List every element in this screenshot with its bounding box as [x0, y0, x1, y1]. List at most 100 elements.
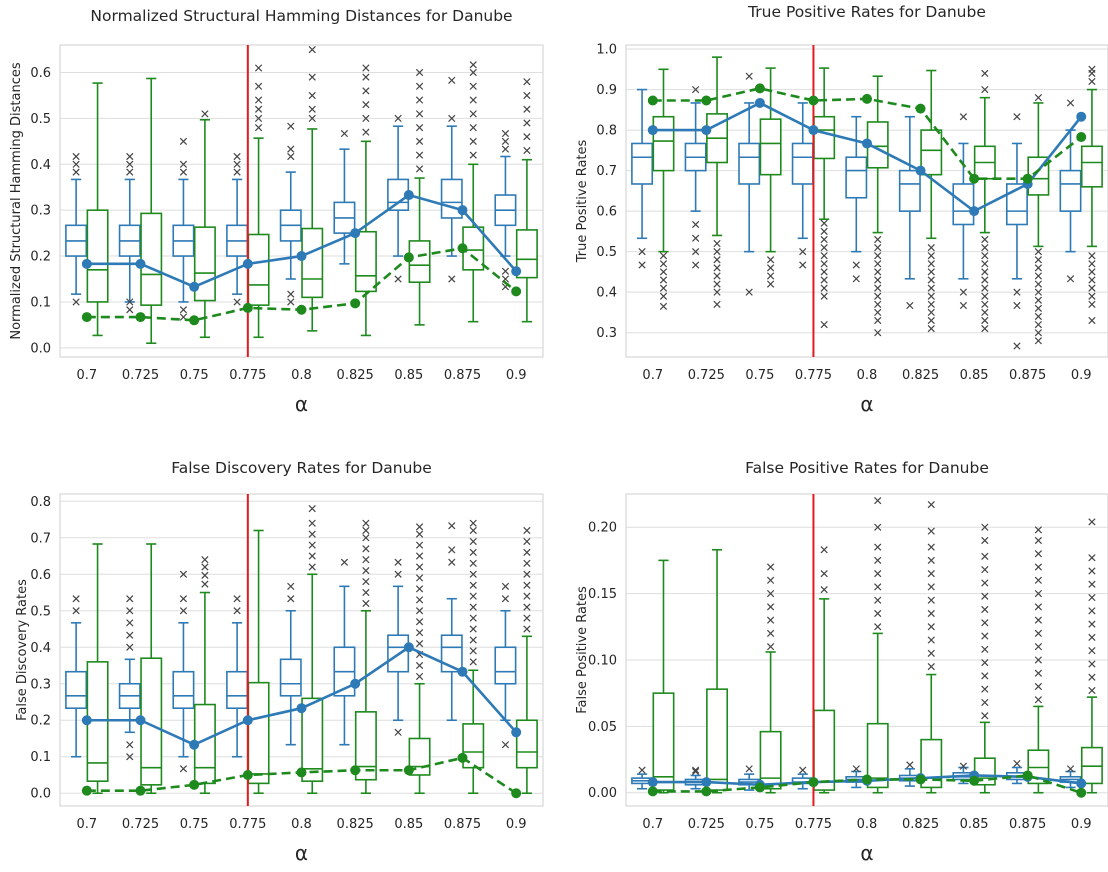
- outlier-marker: [959, 301, 968, 310]
- outlier-marker: [691, 248, 700, 256]
- outlier-marker: [523, 537, 531, 546]
- outlier-stroke: [981, 292, 989, 300]
- outlier-stroke: [820, 235, 828, 244]
- outlier-stroke: [362, 101, 370, 109]
- outlier-stroke: [799, 248, 807, 256]
- outlier-stroke: [254, 96, 263, 104]
- outlier-marker: [1088, 554, 1096, 562]
- outlier-marker: [1034, 320, 1043, 329]
- y-tick-label: 0.3: [596, 326, 617, 341]
- outlier-stroke: [1088, 673, 1096, 681]
- outlier-marker: [523, 526, 531, 535]
- outlier-marker: [415, 123, 424, 132]
- outlier-marker: [415, 552, 424, 560]
- series-point-green: [350, 765, 361, 776]
- box-green: [301, 45, 324, 332]
- outlier-marker: [766, 280, 775, 288]
- y-tick-label: 0.6: [30, 568, 51, 583]
- outlier-marker: [713, 264, 721, 272]
- outlier-stroke: [254, 82, 263, 90]
- outlier-stroke: [501, 741, 510, 749]
- outlier-stroke: [981, 536, 989, 545]
- outlier-stroke: [1088, 268, 1096, 276]
- outlier-marker: [659, 268, 668, 276]
- outlier-stroke: [981, 658, 989, 667]
- outlier-marker: [1034, 536, 1043, 545]
- outlier-stroke: [874, 329, 882, 337]
- box-blue: [738, 72, 761, 296]
- outlier-marker: [1034, 312, 1043, 321]
- box-blue: [333, 129, 356, 265]
- outlier-marker: [713, 288, 721, 296]
- outlier-stroke: [766, 616, 775, 624]
- box-body: [759, 118, 782, 176]
- outlier-stroke: [415, 541, 424, 549]
- y-tick-label: 0.0: [30, 341, 51, 356]
- outlier-marker: [874, 329, 882, 337]
- outlier-stroke: [1088, 77, 1096, 86]
- x-tick-label: 0.775: [229, 817, 266, 832]
- outlier-marker: [287, 122, 295, 130]
- series-point-blue: [81, 258, 92, 269]
- outlier-stroke: [415, 96, 424, 104]
- outlier-marker: [981, 645, 989, 653]
- y-tick-label: 0.3: [30, 677, 51, 692]
- outlier-marker: [874, 583, 882, 591]
- outlier-stroke: [766, 643, 775, 651]
- outlier-stroke: [1088, 647, 1096, 655]
- series-point-blue: [242, 258, 253, 269]
- outlier-marker: [308, 563, 316, 571]
- outlier-stroke: [523, 537, 531, 546]
- outlier-stroke: [927, 623, 935, 631]
- outlier-stroke: [415, 552, 424, 560]
- outlier-stroke: [981, 672, 989, 680]
- box-blue: [172, 137, 195, 321]
- outlier-marker: [126, 168, 134, 176]
- outlier-stroke: [927, 556, 935, 565]
- outlier-stroke: [201, 563, 209, 571]
- outlier-stroke: [415, 639, 424, 648]
- outlier-marker: [362, 114, 370, 123]
- outlier-marker: [852, 275, 860, 283]
- outlier-stroke: [927, 292, 935, 300]
- series-point-green: [808, 95, 819, 106]
- outlier-marker: [254, 82, 263, 90]
- outlier-stroke: [126, 152, 134, 161]
- outlier-stroke: [254, 64, 263, 72]
- y-tick-label: 0.1: [30, 750, 51, 765]
- outlier-stroke: [126, 643, 134, 651]
- outlier-stroke: [523, 625, 531, 633]
- outlier-marker: [820, 235, 828, 244]
- x-tick-label: 0.75: [745, 368, 774, 383]
- outlier-marker: [1088, 567, 1096, 575]
- outlier-marker: [659, 302, 668, 310]
- outlier-marker: [713, 239, 721, 248]
- outlier-stroke: [713, 280, 721, 288]
- series-point-green: [135, 785, 146, 796]
- box-green: [973, 523, 996, 794]
- outlier-marker: [469, 592, 477, 600]
- outlier-stroke: [523, 614, 531, 622]
- x-tick-label: 0.7: [642, 817, 663, 832]
- outlier-stroke: [254, 123, 263, 132]
- outlier-stroke: [927, 596, 935, 604]
- outlier-stroke: [927, 300, 935, 308]
- outlier-marker: [469, 614, 477, 622]
- chart-title: True Positive Rates for Danube: [747, 3, 986, 21]
- outlier-stroke: [691, 767, 700, 776]
- outlier-marker: [981, 260, 989, 268]
- outlier-stroke: [523, 603, 531, 611]
- outlier-marker: [308, 552, 316, 560]
- box-blue: [226, 595, 249, 758]
- y-tick-label: 0.4: [30, 641, 51, 656]
- x-tick-label: 0.875: [444, 368, 481, 383]
- outlier-stroke: [959, 113, 968, 121]
- outlier-marker: [179, 137, 188, 145]
- outlier-marker: [523, 548, 531, 557]
- outlier-stroke: [981, 605, 989, 614]
- outlier-stroke: [126, 741, 134, 749]
- outlier-stroke: [927, 268, 935, 276]
- outlier-stroke: [501, 595, 510, 603]
- series-point-green: [457, 752, 468, 763]
- outlier-stroke: [72, 152, 80, 161]
